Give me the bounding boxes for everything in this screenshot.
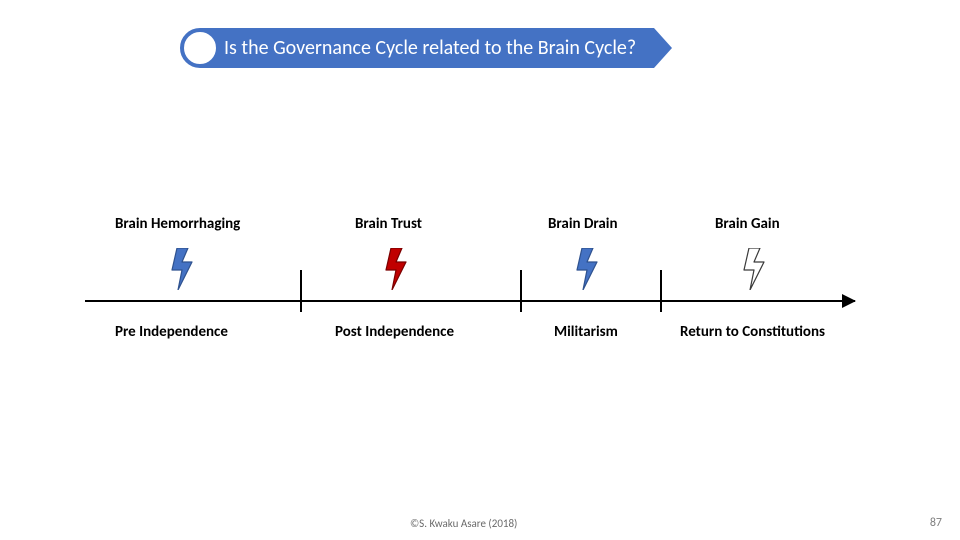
timeline-arrowhead bbox=[842, 294, 856, 308]
timeline-tick bbox=[300, 270, 302, 312]
timeline-axis bbox=[85, 300, 855, 302]
footer-page-number: 87 bbox=[930, 516, 942, 530]
bolt-icon bbox=[170, 248, 200, 290]
top-label-hemorrhaging: Brain Hemorrhaging bbox=[115, 215, 240, 233]
title-text: Is the Governance Cycle related to the B… bbox=[200, 28, 654, 68]
timeline-tick bbox=[520, 270, 522, 312]
top-label-trust: Brain Trust bbox=[355, 215, 422, 233]
banner-arrowhead bbox=[654, 28, 672, 68]
bolt-icon bbox=[384, 248, 414, 290]
top-label-drain: Brain Drain bbox=[548, 215, 618, 233]
timeline-tick bbox=[660, 270, 662, 312]
banner-circle bbox=[180, 28, 220, 68]
bolt-icon bbox=[575, 248, 605, 290]
bottom-label-post-independence: Post Independence bbox=[335, 323, 454, 341]
bottom-label-militarism: Militarism bbox=[554, 323, 618, 341]
bolt-icon bbox=[742, 248, 772, 290]
top-label-gain: Brain Gain bbox=[715, 215, 780, 233]
bottom-label-return: Return to Constitutions bbox=[680, 323, 825, 341]
footer-copyright: ©S. Kwaku Asare (2018) bbox=[410, 517, 517, 530]
title-banner: Is the Governance Cycle related to the B… bbox=[200, 28, 672, 68]
bottom-label-pre-independence: Pre Independence bbox=[115, 323, 228, 341]
